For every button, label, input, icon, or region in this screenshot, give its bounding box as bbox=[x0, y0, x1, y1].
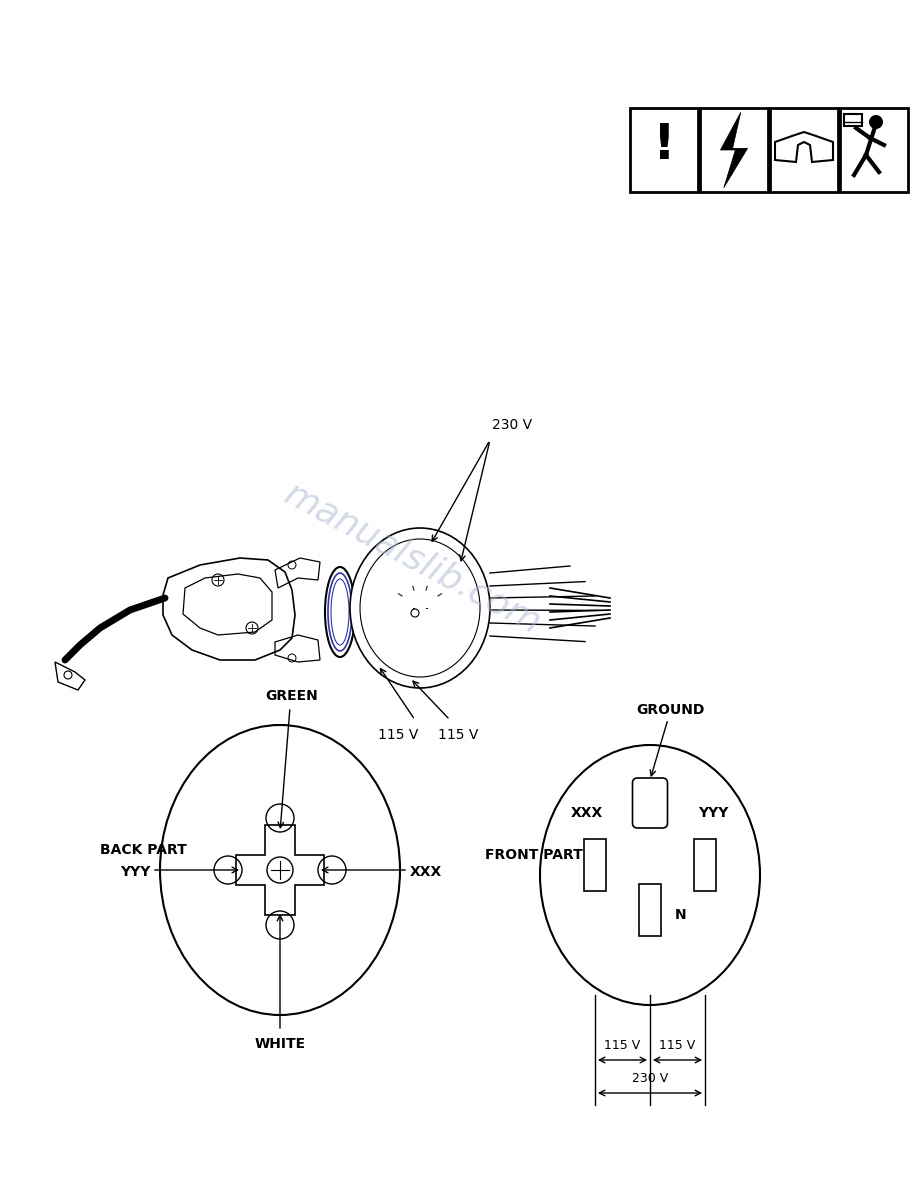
Circle shape bbox=[869, 115, 883, 129]
Text: YYY: YYY bbox=[119, 865, 150, 879]
Bar bbox=[770, 108, 838, 192]
Bar bbox=[630, 108, 698, 192]
Text: XXX: XXX bbox=[410, 865, 442, 879]
Text: 115 V: 115 V bbox=[604, 1040, 641, 1053]
Bar bbox=[700, 108, 768, 192]
Text: FRONT PART: FRONT PART bbox=[485, 848, 583, 862]
Text: 115 V: 115 V bbox=[659, 1040, 696, 1053]
Text: WHITE: WHITE bbox=[254, 1037, 306, 1051]
Bar bbox=[844, 114, 862, 126]
Text: GREEN: GREEN bbox=[265, 689, 319, 703]
Text: 230 V: 230 V bbox=[492, 418, 532, 432]
Text: 115 V: 115 V bbox=[438, 728, 478, 742]
Text: GROUND: GROUND bbox=[636, 703, 704, 718]
Text: N: N bbox=[675, 908, 687, 922]
Text: !: ! bbox=[653, 121, 676, 169]
Polygon shape bbox=[721, 112, 747, 188]
Text: BACK PART: BACK PART bbox=[100, 843, 186, 857]
Text: 230 V: 230 V bbox=[632, 1072, 668, 1085]
Ellipse shape bbox=[350, 527, 490, 688]
Bar bbox=[639, 884, 661, 936]
Text: 115 V: 115 V bbox=[378, 728, 419, 742]
Text: XXX: XXX bbox=[571, 805, 603, 820]
Bar bbox=[840, 108, 908, 192]
Bar bbox=[584, 839, 606, 891]
Text: YYY: YYY bbox=[698, 805, 728, 820]
Text: manualslib.com: manualslib.com bbox=[279, 476, 547, 640]
Bar bbox=[694, 839, 716, 891]
Ellipse shape bbox=[325, 567, 355, 657]
FancyBboxPatch shape bbox=[633, 778, 667, 828]
